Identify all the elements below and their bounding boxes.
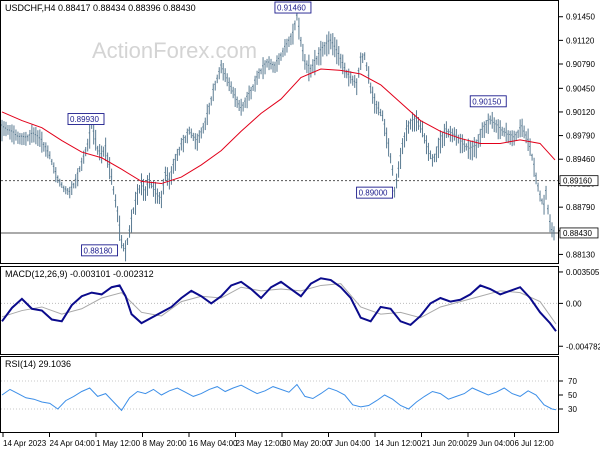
moving-average-line (1, 68, 556, 185)
macd-y-tick-label: 0.00 (566, 299, 582, 308)
symbol-title: USDCHF,H4 0.88417 0.88434 0.88396 0.8843… (5, 3, 196, 13)
x-tick-label: 8 May 20:00 (143, 439, 188, 448)
price-y-tick-label: 0.90450 (566, 84, 595, 93)
price-y-tick-label: 0.91450 (566, 13, 595, 22)
x-tick-label: 14 Jun 12:00 (375, 439, 422, 448)
rsi-line (1, 383, 557, 412)
x-axis: 14 Apr 2023 24 Apr 04:00 1 May 12:00 8 May … (2, 433, 555, 448)
rsi-y-tick-label: 30 (568, 405, 577, 414)
x-tick-label: 29 Jun 04:00 (468, 439, 515, 448)
macd-signal-line (1, 283, 557, 325)
level-label-box (559, 227, 599, 239)
x-tick-label: 7 Jun 04:00 (329, 439, 371, 448)
price-y-tick-label: 0.91120 (566, 36, 595, 45)
x-tick-label: 23 May 12:00 (236, 439, 285, 448)
price-annotation-label: 0.91460 (277, 4, 306, 13)
x-tick-label: 30 May 20:00 (282, 439, 331, 448)
price-y-tick-label: 0.90790 (566, 60, 595, 69)
rsi-title: RSI(14) 29.1036 (5, 359, 71, 369)
watermark: ActionForex.com (92, 38, 257, 63)
price-annotation-box (356, 186, 394, 199)
rsi-panel: 70 50 30 (1, 377, 577, 414)
price-bars (1, 12, 555, 262)
price-annotation-label: 0.90150 (472, 97, 501, 106)
price-annotation-box (67, 113, 105, 126)
price-y-tick-label: 0.89460 (566, 155, 595, 164)
price-y-tick-label: 0.88790 (566, 203, 595, 212)
macd-line (1, 277, 557, 332)
price-annotation-label: 0.88180 (84, 246, 113, 255)
x-tick-label: 21 Jun 20:00 (422, 439, 469, 448)
price-y-tick-label: 0.88130 (566, 250, 595, 259)
price-annotation-box (274, 1, 312, 14)
x-tick-label: 6 Jul 12:00 (515, 439, 555, 448)
macd-panel: 0.003505 0.00 -0.004782 (1, 268, 600, 351)
macd-title: MACD(12,26,9) -0.003101 -0.002312 (5, 269, 154, 279)
macd-panel-frame (0, 266, 559, 355)
macd-y-tick-label: 0.003505 (566, 268, 600, 277)
rsi-y-tick-label: 50 (568, 391, 577, 400)
price-annotation-box (469, 95, 507, 108)
price-y-tick-label: 0.90120 (566, 108, 595, 117)
price-annotation-box (81, 244, 119, 257)
level-label-box (559, 175, 599, 187)
level-label: 0.88430 (563, 229, 592, 238)
rsi-panel-frame (0, 356, 559, 433)
x-tick-label: 24 Apr 04:00 (50, 439, 96, 448)
x-tick-label: 1 May 12:00 (96, 439, 141, 448)
price-panel-frame (0, 0, 559, 264)
x-tick-label: 16 May 04:00 (189, 439, 238, 448)
price-annotation-label: 0.89000 (359, 189, 388, 198)
price-y-tick-label: 0.89790 (566, 132, 595, 141)
rsi-y-tick-label: 70 (568, 377, 577, 386)
price-panel: 0.91450 0.91120 0.90790 0.90450 0.90120 0.897… (1, 1, 599, 262)
x-tick-label: 14 Apr 2023 (3, 439, 47, 448)
price-annotation-label: 0.89930 (70, 115, 99, 124)
macd-y-tick-label: -0.004782 (566, 342, 600, 351)
level-label: 0.89160 (563, 177, 592, 186)
